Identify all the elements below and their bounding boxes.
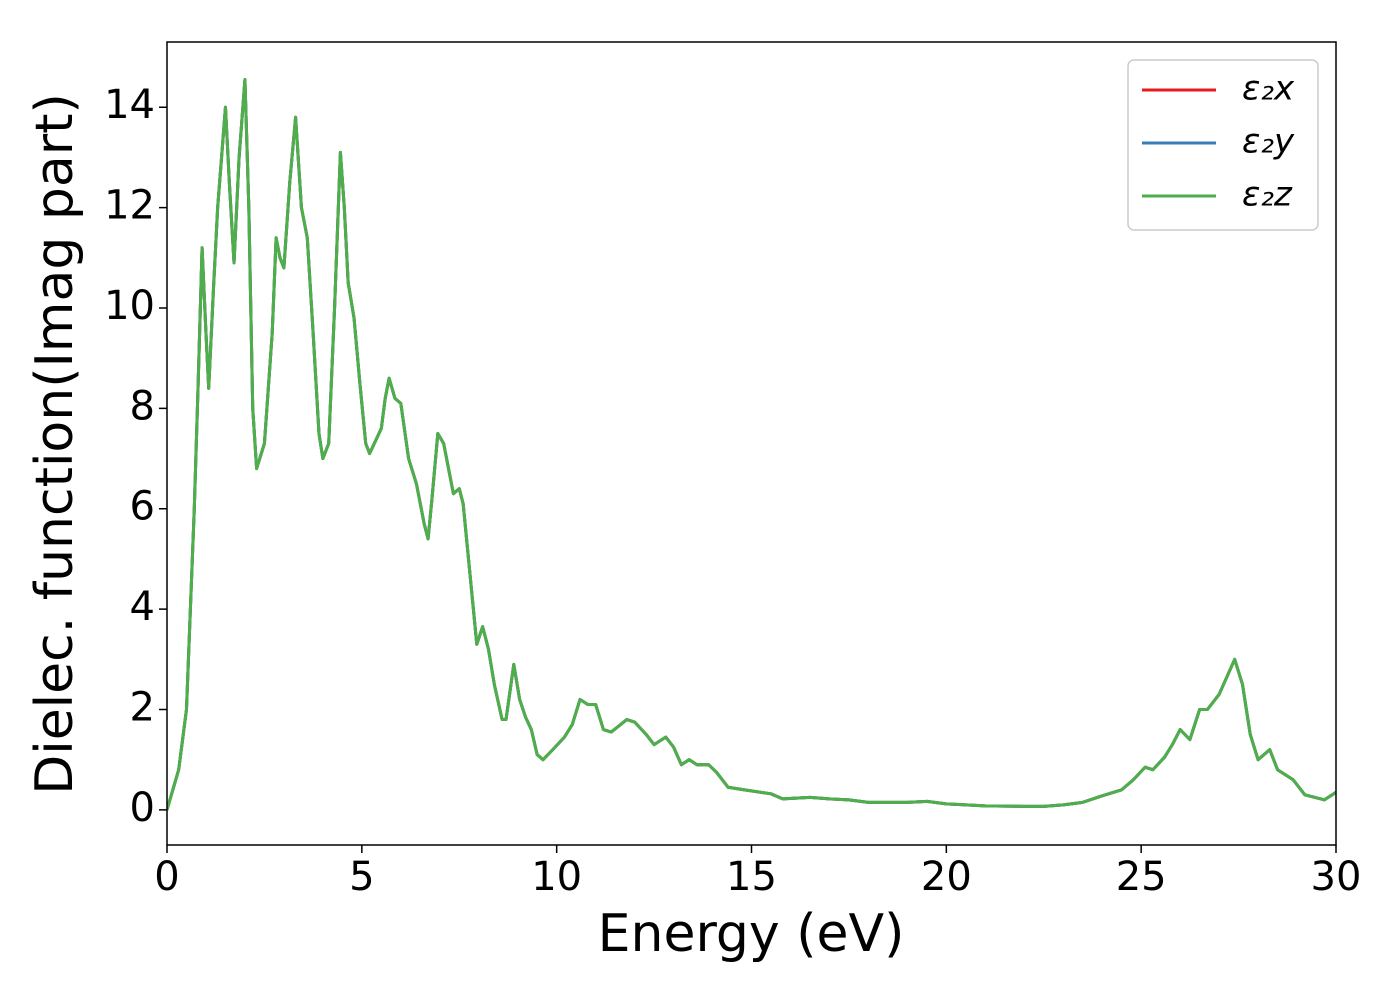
y-tick-label: 4 (130, 584, 155, 630)
legend-box (1127, 59, 1319, 231)
x-tick-label: 10 (531, 854, 582, 900)
x-tick-label: 0 (154, 854, 179, 900)
y-axis-label: Dielec. function(Imag part) (25, 93, 85, 795)
x-tick-label: 30 (1311, 854, 1362, 900)
y-tick-label: 12 (104, 183, 155, 229)
legend-label: ε₂x (1242, 69, 1295, 109)
x-tick-label: 20 (921, 854, 972, 900)
y-tick-label: 0 (130, 785, 155, 831)
series-line (167, 78, 1336, 811)
legend-label: ε₂y (1242, 122, 1295, 162)
y-tick-label: 8 (130, 383, 155, 429)
x-axis-label: Energy (eV) (598, 904, 905, 964)
plot-frame (166, 41, 1337, 846)
x-tick-label: 5 (349, 854, 374, 900)
y-tick-label: 6 (130, 484, 155, 530)
legend-label: ε₂z (1242, 175, 1293, 215)
x-tick-label: 25 (1116, 854, 1167, 900)
y-tick-label: 14 (104, 82, 155, 128)
y-tick-label: 2 (130, 684, 155, 730)
y-tick-label: 10 (104, 283, 155, 329)
x-tick-label: 15 (726, 854, 777, 900)
